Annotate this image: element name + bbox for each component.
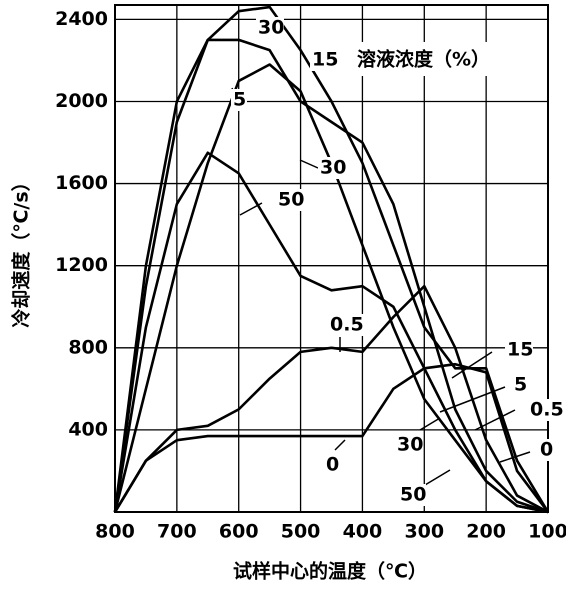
curve-label: 30: [397, 434, 423, 456]
curve-label: 5: [233, 89, 246, 111]
series-line: [113, 284, 549, 514]
curve-label-bg: [256, 17, 284, 39]
y-tick-label: 1600: [55, 172, 108, 194]
curve-label-bg: [512, 374, 528, 396]
curve-label-bg: [324, 454, 340, 476]
y-tick-label: 800: [68, 336, 108, 358]
series-line: [113, 38, 549, 514]
curve-label: 50: [278, 189, 304, 211]
leader-lines: [231, 59, 531, 489]
series-line: [113, 5, 550, 513]
x-tick-label: 300: [404, 521, 444, 543]
curve-label: 30: [258, 17, 284, 39]
x-tick-label: 100: [528, 521, 566, 543]
curve-label-bg: [328, 314, 368, 336]
y-tick-label: 2000: [55, 90, 108, 112]
curve-label-bg: [276, 189, 304, 211]
x-tick-label: 200: [466, 521, 506, 543]
x-tick-label: 700: [157, 521, 197, 543]
plot-frame: [114, 4, 549, 513]
curve-label: 0.5: [530, 399, 564, 421]
curve-label-bg: [538, 439, 554, 461]
series-line: [113, 151, 549, 514]
x-tick-label: 600: [219, 521, 259, 543]
annotation-bg: [320, 42, 542, 76]
x-tick-label: 500: [281, 521, 321, 543]
series-line: [113, 362, 550, 513]
curve-label: 0: [326, 454, 339, 476]
y-tick-label: 1200: [55, 254, 108, 276]
curve-label-bg: [310, 49, 338, 71]
x-tick-label: 800: [95, 521, 135, 543]
series-line: [113, 63, 549, 514]
y-tick-label: 400: [68, 418, 108, 440]
x-tick-label: 400: [343, 521, 383, 543]
y-tick-label: 2400: [55, 8, 108, 30]
curve-label-bg: [395, 434, 423, 456]
curve-label: 15: [507, 339, 533, 361]
curve-label-bg: [528, 399, 566, 421]
curve-label: 15: [312, 49, 338, 71]
curve-label-bg: [505, 339, 533, 361]
curve-label: 0.5: [330, 314, 364, 336]
curve-label: 30: [320, 157, 346, 179]
curve-label: 5: [514, 374, 527, 396]
curve-label: 50: [400, 484, 426, 506]
y-axis-label: 冷却速度（℃/s）: [10, 172, 33, 327]
curve-label-bg: [231, 89, 247, 111]
x-axis-label: 试样中心的温度（℃）: [233, 560, 427, 583]
annotation: 溶液浓度（%）: [357, 48, 490, 71]
curve-label: 0: [540, 439, 553, 461]
curve-label-bg: [318, 157, 346, 179]
curve-label-bg: [398, 484, 426, 506]
